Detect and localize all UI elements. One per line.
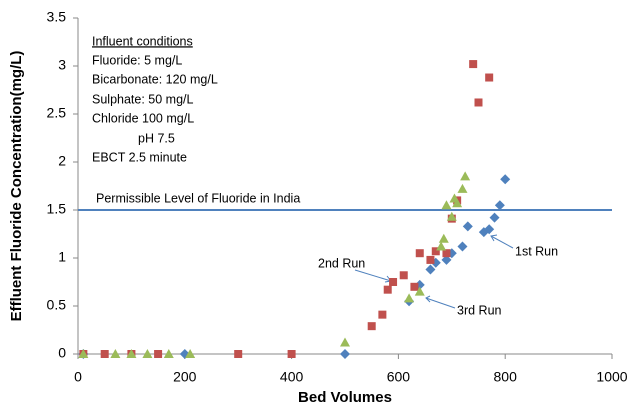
point: [110, 349, 121, 358]
arrow: [425, 297, 456, 309]
point: [425, 264, 436, 275]
y-axis-title: Effluent Fluoride Concentration(mg/L): [8, 51, 25, 322]
point: [494, 200, 505, 211]
point: [410, 282, 419, 291]
arrow-head: [425, 295, 431, 303]
x-tick-label: 400: [280, 369, 304, 385]
point: [457, 241, 468, 252]
x-axis-title: Bed Volumes: [298, 389, 392, 406]
y-tick-label: 2.5: [47, 105, 67, 121]
y-tick-label: 0: [58, 345, 66, 361]
point: [185, 349, 196, 358]
point: [431, 247, 440, 256]
run-annotation: 2nd Run: [318, 256, 365, 270]
run-annotation: 1st Run: [515, 244, 558, 258]
arrow-head: [490, 234, 498, 242]
point: [399, 271, 408, 280]
point: [500, 174, 511, 185]
point: [383, 285, 392, 294]
y-tick-label: 2: [58, 153, 66, 169]
point: [340, 337, 350, 347]
point: [100, 350, 109, 358]
y-tick-label: 0.5: [47, 297, 67, 313]
point: [484, 224, 495, 235]
reference-label: Permissible Level of Fluoride in India: [96, 191, 300, 205]
point: [474, 98, 483, 107]
point: [78, 349, 89, 358]
y-tick-label: 3: [58, 57, 66, 73]
condition-line: Chloride 100 mg/L: [92, 111, 194, 125]
y-tick-label: 1.5: [47, 201, 67, 217]
conditions-title: Influent conditions: [92, 34, 193, 48]
point: [446, 211, 457, 221]
point: [154, 350, 163, 358]
point: [462, 221, 473, 232]
point: [485, 73, 494, 82]
x-tick-label: 1000: [596, 369, 627, 385]
point: [142, 349, 153, 358]
y-tick-label: 1: [58, 249, 66, 265]
point: [367, 322, 376, 331]
point: [404, 293, 415, 303]
point: [415, 249, 424, 258]
point: [340, 349, 350, 359]
condition-line: Sulphate: 50 mg/L: [92, 92, 194, 106]
point: [489, 212, 500, 223]
point: [452, 198, 463, 208]
point: [163, 349, 174, 358]
x-tick-label: 0: [74, 369, 82, 385]
point: [442, 249, 451, 258]
x-tick-label: 800: [494, 369, 518, 385]
point: [414, 286, 425, 296]
point: [441, 200, 452, 210]
arrow: [490, 235, 514, 249]
arrow: [354, 269, 392, 282]
point: [287, 350, 296, 358]
condition-line: Fluoride: 5 mg/L: [92, 53, 182, 67]
point: [438, 233, 449, 243]
x-tick-label: 200: [173, 369, 197, 385]
x-tick-label: 600: [387, 369, 411, 385]
condition-line: pH 7.5: [138, 131, 175, 145]
point: [441, 254, 452, 265]
condition-line: EBCT 2.5 minute: [92, 150, 187, 164]
condition-line: Bicarbonate: 120 mg/L: [92, 72, 218, 86]
point: [426, 255, 435, 264]
point: [378, 310, 387, 319]
run-annotation: 3rd Run: [457, 303, 502, 317]
point: [436, 241, 447, 251]
point: [389, 278, 398, 286]
point: [126, 349, 137, 358]
point: [460, 171, 471, 181]
point: [469, 60, 478, 69]
point: [234, 350, 243, 358]
point: [457, 183, 468, 193]
y-tick-label: 3.5: [47, 9, 67, 25]
